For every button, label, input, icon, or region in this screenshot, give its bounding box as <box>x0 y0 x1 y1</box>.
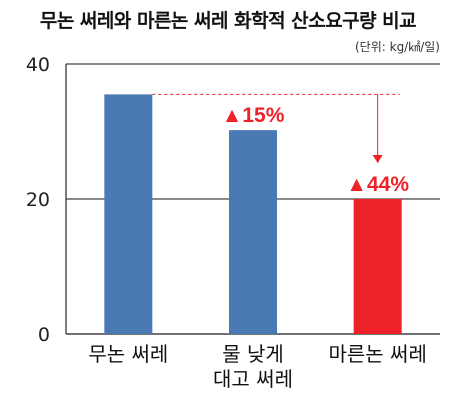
bar <box>229 130 277 334</box>
data-label: ▲15% <box>222 104 285 127</box>
y-tick-label: 20 <box>26 189 50 211</box>
bar <box>104 94 153 334</box>
data-label: ▲44% <box>346 173 409 196</box>
y-tick-label: 40 <box>26 54 50 76</box>
x-tick-label: 마른논 써레 <box>328 342 426 366</box>
x-tick-label: 무논 써레 <box>88 342 168 366</box>
reference-arrow-head <box>372 155 383 163</box>
unit-label: (단위: kg/㎢/일) <box>355 40 440 54</box>
x-tick-label: 물 낮게 <box>222 342 284 366</box>
bar <box>353 199 402 334</box>
chart-title: 무논 써레와 마른논 써레 화학적 산소요구량 비교 <box>39 10 417 32</box>
x-tick-label: 대고 써레 <box>213 367 293 391</box>
y-tick-label: 0 <box>38 324 50 346</box>
